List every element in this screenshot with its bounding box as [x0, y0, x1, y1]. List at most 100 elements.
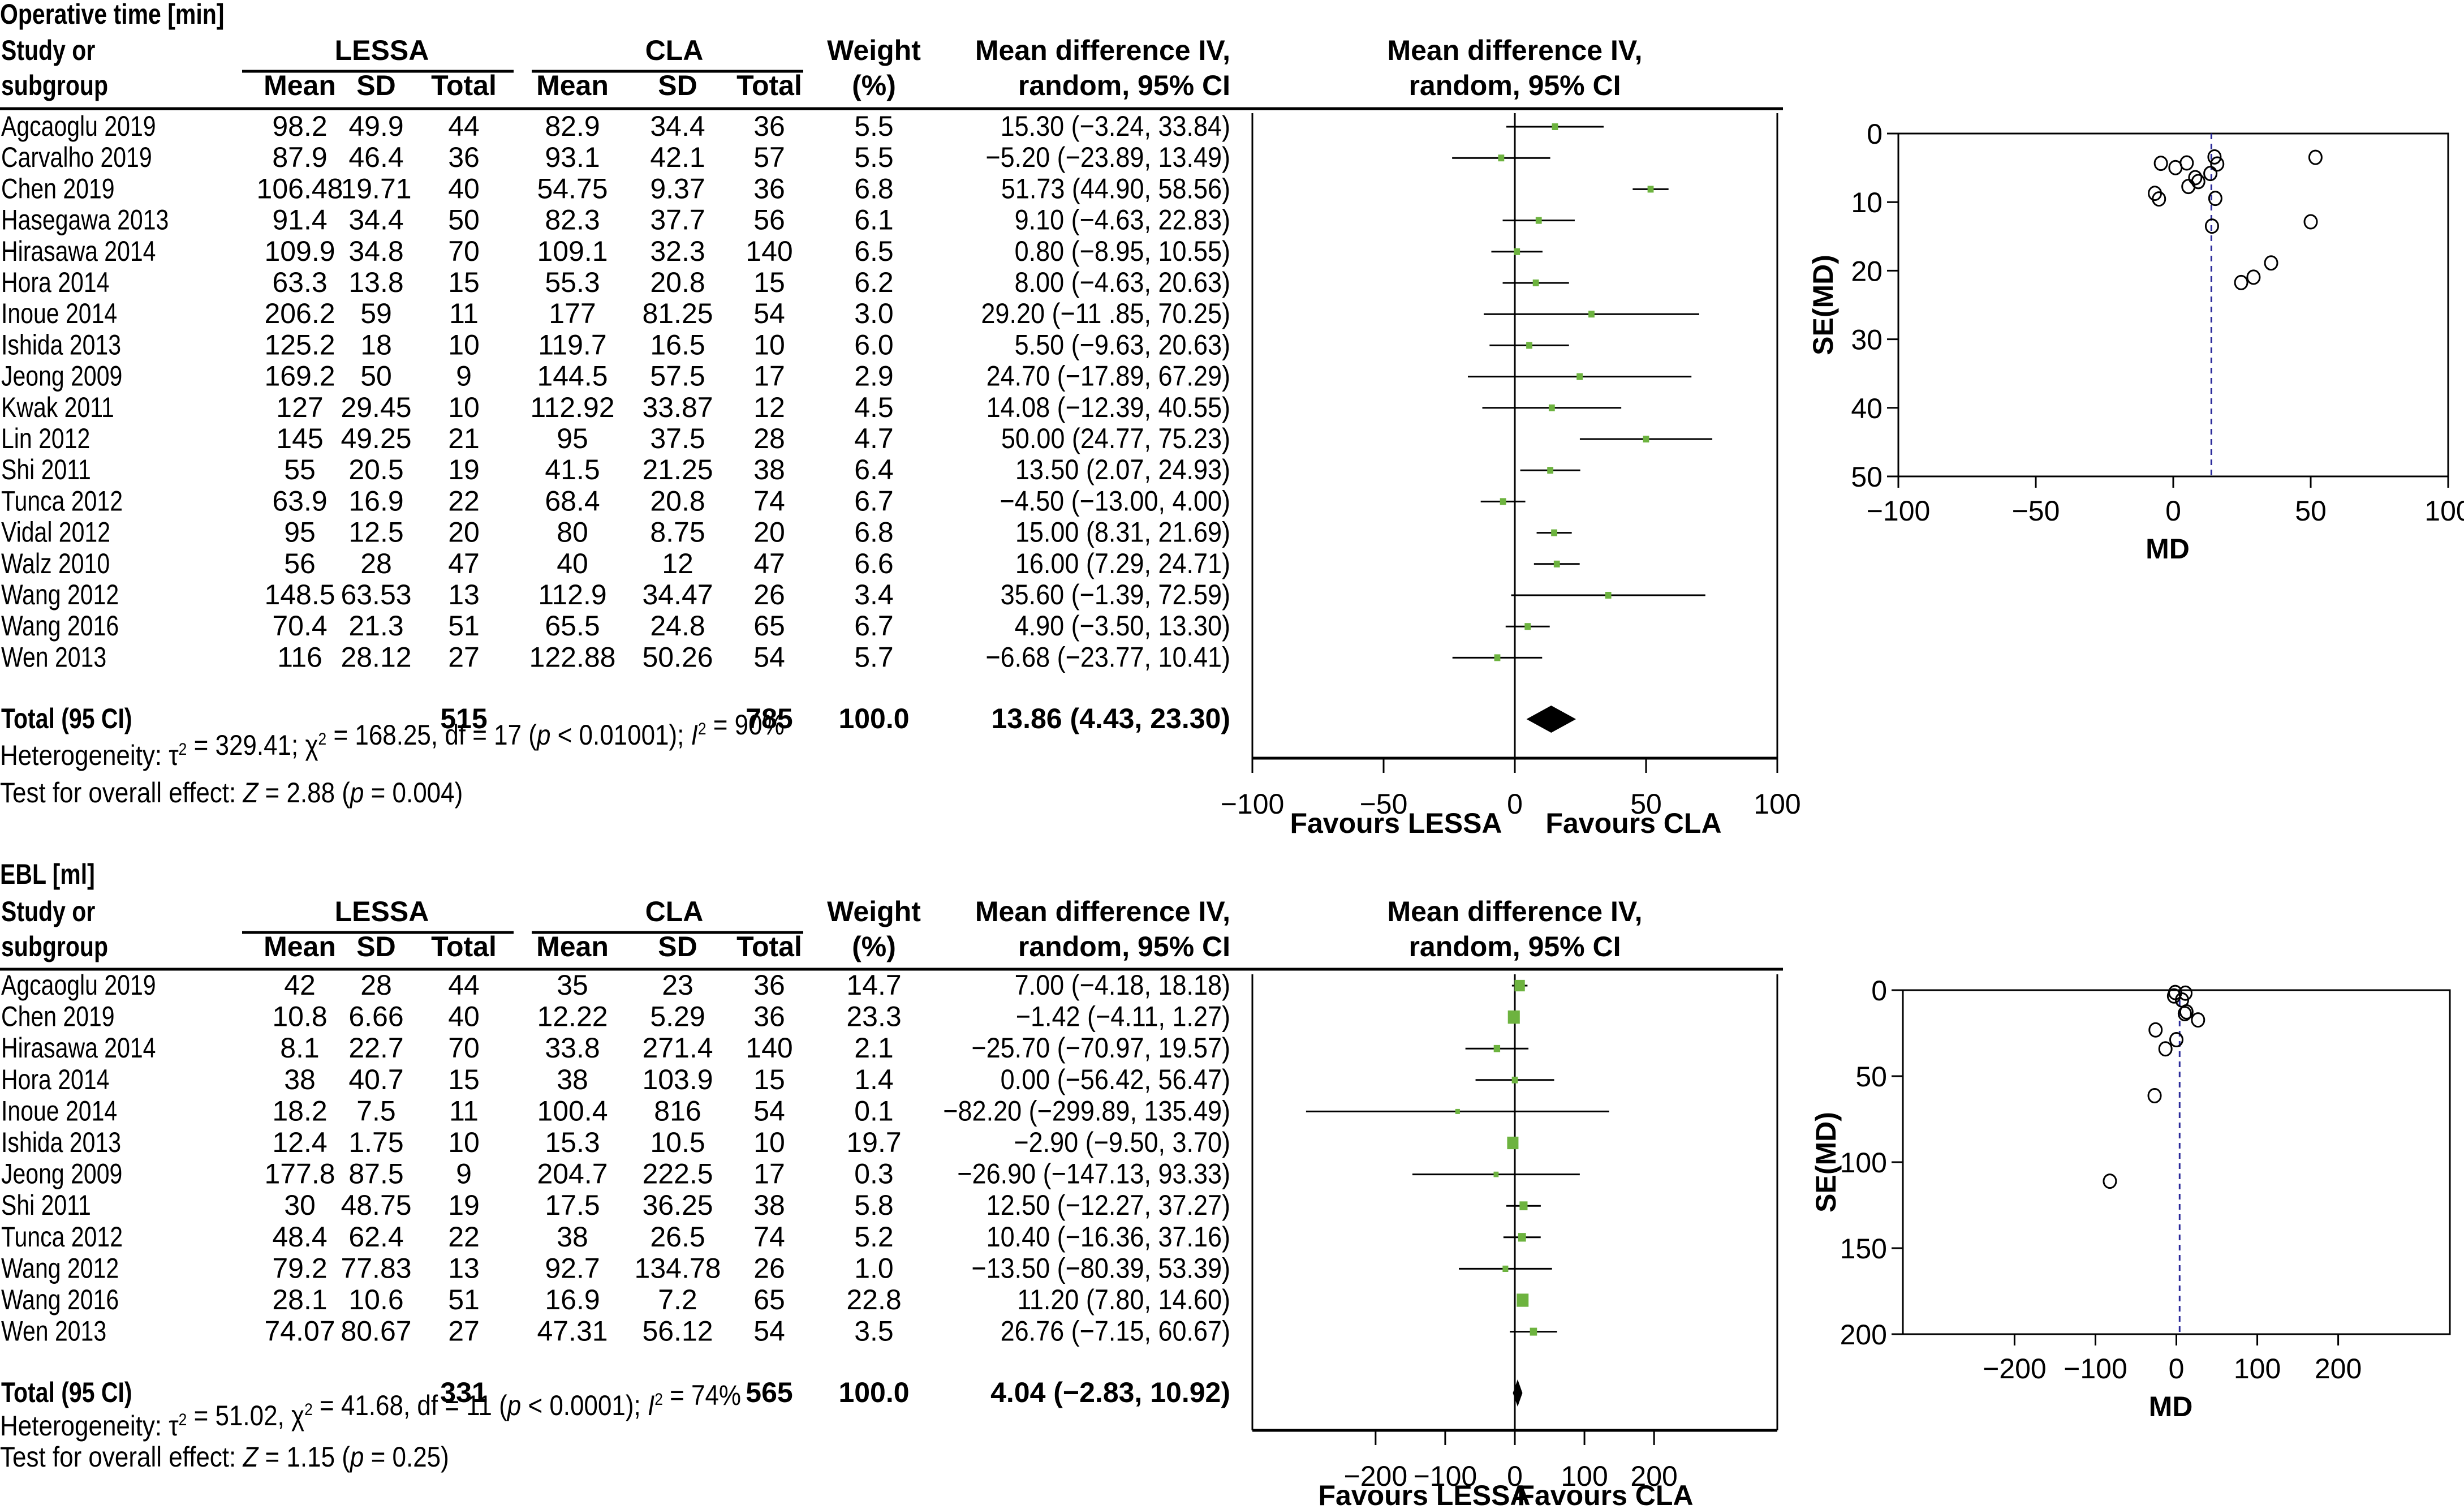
overall-effect-note: Test for overall effect: Z = 2.88 (p = 0… [0, 776, 463, 808]
overall-effect-part: = 1.15 ( [258, 1441, 350, 1472]
cla-sd: 32.3 [650, 235, 705, 267]
header-subcolumn: SD [356, 931, 395, 962]
superscript: 2 [318, 729, 327, 748]
table-row: Kwak 2011 127 29.45 10 112.92 33.87 12 4.5 14.08… [1, 392, 1622, 423]
lessa-sd: 40.7 [348, 1064, 403, 1095]
study-name: Tunca 2012 [1, 485, 123, 517]
lessa-sd: 16.9 [348, 485, 403, 517]
lessa-total: 47 [448, 548, 480, 579]
study-point [2208, 191, 2222, 207]
favours-lessa-label: Favours LESSA [1318, 1480, 1530, 1506]
heterogeneity-part: I [691, 719, 698, 750]
cla-sd: 134.78 [635, 1252, 721, 1284]
x-tick-label: 0 [1507, 788, 1523, 820]
table-row: Inoue 2014 206.2 59 11 177 81.25 54 3.0 29.20 (−… [1, 298, 1699, 330]
header-subcolumn: Mean [536, 70, 609, 101]
header-lessa: LESSA [335, 35, 429, 66]
cla-total: 38 [753, 1189, 785, 1221]
cla-sd: 7.2 [658, 1284, 697, 1315]
lessa-total: 27 [448, 641, 480, 673]
lessa-sd: 62.4 [348, 1221, 403, 1253]
lessa-sd: 48.75 [341, 1189, 411, 1221]
mean-difference-ci: −26.90 (−147.13, 93.33) [957, 1158, 1230, 1190]
x-tick-label: 100 [2234, 1353, 2281, 1385]
mean-difference-ci: 35.60 (−1.39, 72.59) [1001, 579, 1230, 611]
cla-total: 54 [753, 1095, 785, 1127]
cla-total: 15 [753, 1064, 785, 1095]
study-name: Shi 2011 [1, 1189, 91, 1221]
cla-sd: 23 [662, 969, 693, 1001]
pooled-effect-diamond [1526, 706, 1576, 733]
lessa-mean: 169.2 [264, 360, 335, 392]
lessa-mean: 38 [284, 1064, 316, 1095]
cla-total: 54 [753, 1315, 785, 1347]
study-point [2234, 274, 2248, 290]
cla-sd: 81.25 [642, 298, 713, 329]
study-name: Wang 2016 [1, 610, 119, 642]
weight-value: 23.3 [846, 1001, 901, 1033]
cla-sd: 37.5 [650, 423, 705, 454]
study-point [2179, 1004, 2194, 1020]
table-row: Wang 2012 148.5 63.53 13 112.9 34.47 26 3.4 35.6… [1, 579, 1705, 611]
overall-effect-part: = 2.88 ( [258, 776, 350, 808]
cla-sd: 816 [654, 1095, 701, 1127]
effect-marker [1507, 1010, 1520, 1024]
lessa-total: 50 [448, 204, 480, 236]
cla-mean: 12.22 [537, 1001, 608, 1033]
cla-sd: 20.8 [650, 266, 705, 298]
lessa-sd: 46.4 [348, 141, 403, 173]
table-row: Wang 2012 79.2 77.83 13 92.7 134.78 26 1.0 −13.5… [1, 1252, 1552, 1284]
study-name: Kwak 2011 [1, 392, 114, 423]
mean-difference-ci: 0.80 (−8.95, 10.55) [1015, 236, 1230, 268]
header-mean-difference-ci: random, 95% CI [1018, 931, 1230, 962]
lessa-mean: 56 [284, 548, 316, 579]
mean-difference-ci: −25.70 (−70.97, 19.57) [971, 1033, 1230, 1064]
study-name: Jeong 2009 [1, 1158, 122, 1190]
weight-value: 3.0 [854, 298, 894, 329]
x-tick-label: −100 [1867, 495, 1931, 527]
study-name: Lin 2012 [1, 423, 90, 454]
mean-difference-ci: −4.50 (−13.00, 4.00) [1000, 485, 1230, 517]
cla-sd: 57.5 [650, 360, 705, 392]
cla-sd: 34.4 [650, 110, 705, 142]
effect-marker [1552, 123, 1558, 130]
effect-marker [1517, 1293, 1529, 1307]
overall-effect-part: Test for overall effect: [0, 1441, 243, 1472]
lessa-mean: 48.4 [272, 1221, 327, 1253]
cla-total: 15 [753, 266, 785, 298]
lessa-mean: 79.2 [272, 1252, 327, 1284]
mean-difference-ci: 51.73 (44.90, 58.56) [1001, 173, 1230, 205]
x-tick-label: 0 [2165, 495, 2181, 527]
header-mean-difference: Mean difference IV, [975, 896, 1230, 927]
plot-frame [1902, 989, 2451, 1335]
cla-sd: 36.25 [642, 1189, 713, 1221]
effect-marker [1507, 1136, 1519, 1150]
cla-sd: 21.25 [642, 454, 713, 485]
table-row: Hora 2014 38 40.7 15 38 103.9 15 1.4 0.00 (−56.4… [1, 1064, 1554, 1095]
mean-difference-ci: 5.50 (−9.63, 20.63) [1015, 329, 1230, 361]
study-name: Shi 2011 [1, 454, 91, 485]
favours-lessa-label: Favours LESSA [1290, 807, 1502, 839]
effect-marker [1502, 1265, 1509, 1272]
table-row: Carvalho 2019 87.9 46.4 36 93.1 42.1 57 5.5 −5.2… [1, 141, 1550, 174]
lessa-mean: 30 [284, 1189, 316, 1221]
effect-marker [1530, 1327, 1537, 1336]
total-ci: 4.04 (−2.83, 10.92) [990, 1377, 1230, 1408]
header-mean-difference-ci: random, 95% CI [1018, 70, 1230, 101]
study-name: Ishida 2013 [1, 1127, 121, 1158]
x-tick-label: −200 [1983, 1353, 2047, 1385]
weight-value: 6.7 [854, 485, 894, 517]
header-weight: Weight [827, 896, 921, 927]
x-tick-label: −200 [1344, 1460, 1408, 1492]
mean-difference-ci: −2.90 (−9.50, 3.70) [1014, 1127, 1230, 1159]
x-axis-label: MD [2146, 533, 2190, 565]
cla-sd: 103.9 [642, 1064, 713, 1095]
lessa-total: 19 [448, 1189, 480, 1221]
header-subcolumn: SD [658, 70, 697, 101]
x-tick-label: −100 [1414, 1460, 1477, 1492]
mean-difference-ci: 12.50 (−12.27, 37.27) [987, 1190, 1230, 1222]
weight-value: 2.1 [854, 1032, 894, 1064]
lessa-total: 70 [448, 235, 480, 267]
weight-value: 6.6 [854, 548, 894, 579]
